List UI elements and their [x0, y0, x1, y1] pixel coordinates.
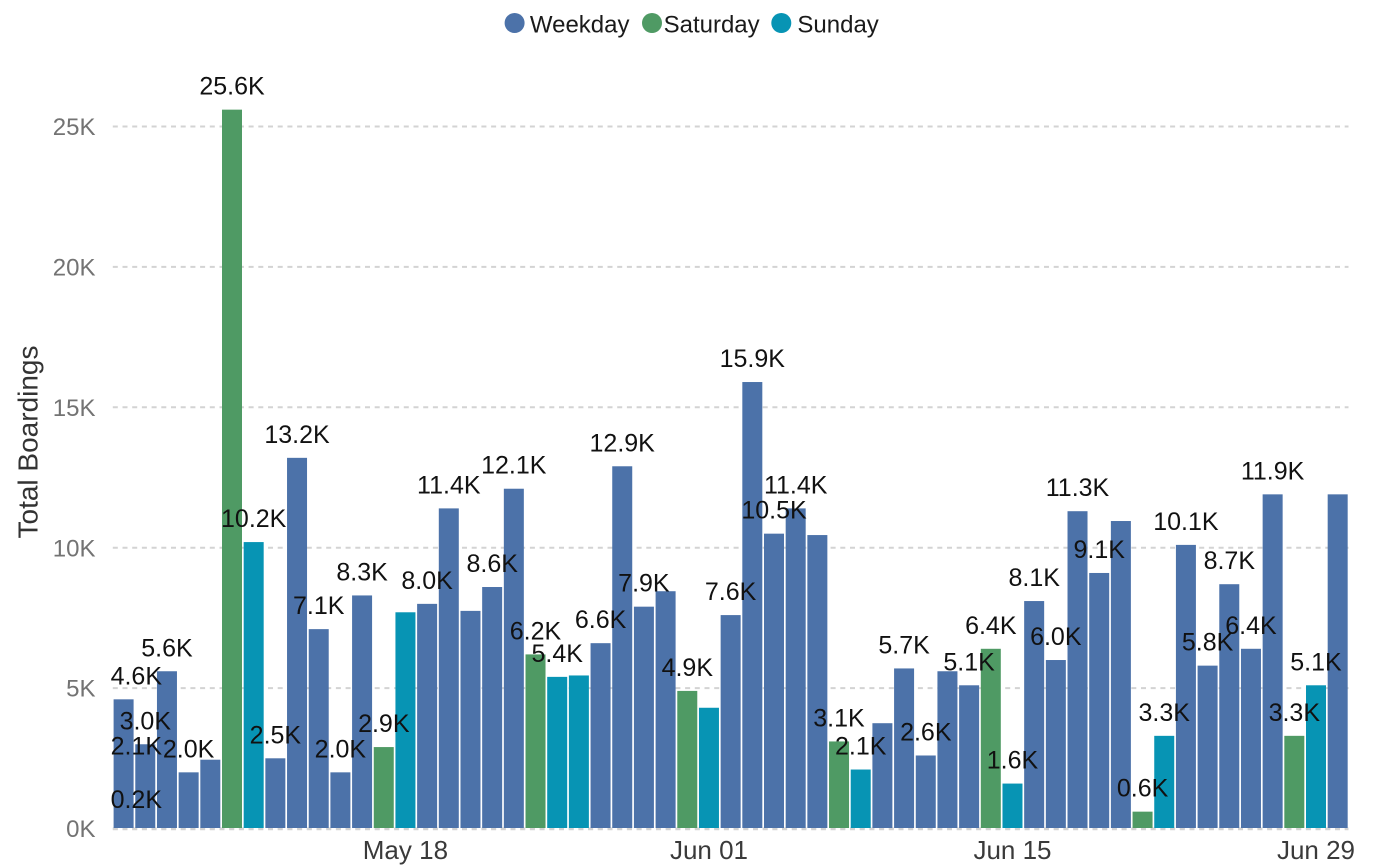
svg-text:10.5K: 10.5K [741, 497, 807, 525]
svg-text:8.7K: 8.7K [1204, 547, 1256, 575]
svg-text:7.9K: 7.9K [618, 570, 670, 598]
svg-text:10.2K: 10.2K [221, 505, 287, 533]
svg-text:0.2K: 0.2K [111, 786, 163, 814]
svg-text:Sunday: Sunday [797, 12, 878, 39]
svg-text:3.1K: 3.1K [813, 705, 865, 733]
svg-text:May 18: May 18 [363, 835, 448, 865]
svg-text:13.2K: 13.2K [264, 421, 330, 449]
svg-text:25K: 25K [53, 114, 96, 141]
svg-text:4.6K: 4.6K [111, 662, 163, 690]
svg-text:20K: 20K [53, 255, 96, 282]
svg-text:Jun 15: Jun 15 [973, 835, 1051, 865]
svg-text:4.9K: 4.9K [662, 654, 714, 682]
svg-text:5.1K: 5.1K [943, 648, 995, 676]
svg-text:11.3K: 11.3K [1046, 474, 1110, 502]
svg-text:11.9K: 11.9K [1241, 457, 1305, 485]
svg-text:6.4K: 6.4K [1225, 612, 1277, 640]
svg-text:6.6K: 6.6K [575, 606, 627, 634]
svg-text:5K: 5K [66, 676, 95, 703]
svg-text:2.5K: 2.5K [250, 721, 302, 749]
svg-text:15.9K: 15.9K [720, 345, 786, 373]
svg-text:11.4K: 11.4K [417, 471, 481, 499]
svg-text:1.6K: 1.6K [987, 747, 1039, 775]
svg-text:0.6K: 0.6K [1117, 775, 1169, 803]
svg-text:8.3K: 8.3K [336, 558, 388, 586]
svg-text:7.1K: 7.1K [293, 592, 345, 620]
svg-text:11.4K: 11.4K [764, 471, 828, 499]
svg-text:5.8K: 5.8K [1182, 629, 1234, 657]
svg-text:12.1K: 12.1K [481, 452, 547, 480]
svg-text:5.7K: 5.7K [878, 631, 930, 659]
svg-text:9.1K: 9.1K [1073, 536, 1125, 564]
svg-text:2.6K: 2.6K [900, 719, 952, 747]
svg-text:5.4K: 5.4K [531, 640, 583, 668]
svg-text:Jun 29: Jun 29 [1277, 835, 1355, 865]
svg-text:2.1K: 2.1K [835, 733, 887, 761]
svg-text:10K: 10K [53, 535, 96, 562]
svg-text:Total Boardings: Total Boardings [13, 345, 44, 538]
svg-text:7.6K: 7.6K [705, 578, 757, 606]
svg-text:5.6K: 5.6K [141, 634, 193, 662]
svg-text:15K: 15K [53, 395, 96, 422]
svg-text:6.4K: 6.4K [965, 612, 1017, 640]
svg-text:Weekday: Weekday [530, 12, 630, 39]
svg-text:6.2K: 6.2K [510, 617, 562, 645]
svg-text:Jun 01: Jun 01 [670, 835, 748, 865]
svg-text:Saturday: Saturday [664, 12, 760, 39]
svg-text:2.0K: 2.0K [315, 735, 367, 763]
svg-text:10.1K: 10.1K [1153, 508, 1219, 536]
svg-text:25.6K: 25.6K [199, 73, 265, 101]
svg-text:5.1K: 5.1K [1290, 648, 1342, 676]
svg-text:3.0K: 3.0K [120, 707, 172, 735]
svg-text:6.0K: 6.0K [1030, 623, 1082, 651]
svg-text:3.3K: 3.3K [1138, 699, 1190, 727]
svg-text:12.9K: 12.9K [590, 429, 656, 457]
svg-text:0K: 0K [66, 816, 95, 843]
svg-text:8.0K: 8.0K [401, 567, 453, 595]
svg-text:8.6K: 8.6K [466, 550, 518, 578]
svg-text:2.0K: 2.0K [163, 735, 215, 763]
svg-text:2.9K: 2.9K [358, 710, 410, 738]
svg-text:3.3K: 3.3K [1269, 699, 1321, 727]
svg-text:2.1K: 2.1K [111, 733, 163, 761]
svg-text:8.1K: 8.1K [1008, 564, 1060, 592]
